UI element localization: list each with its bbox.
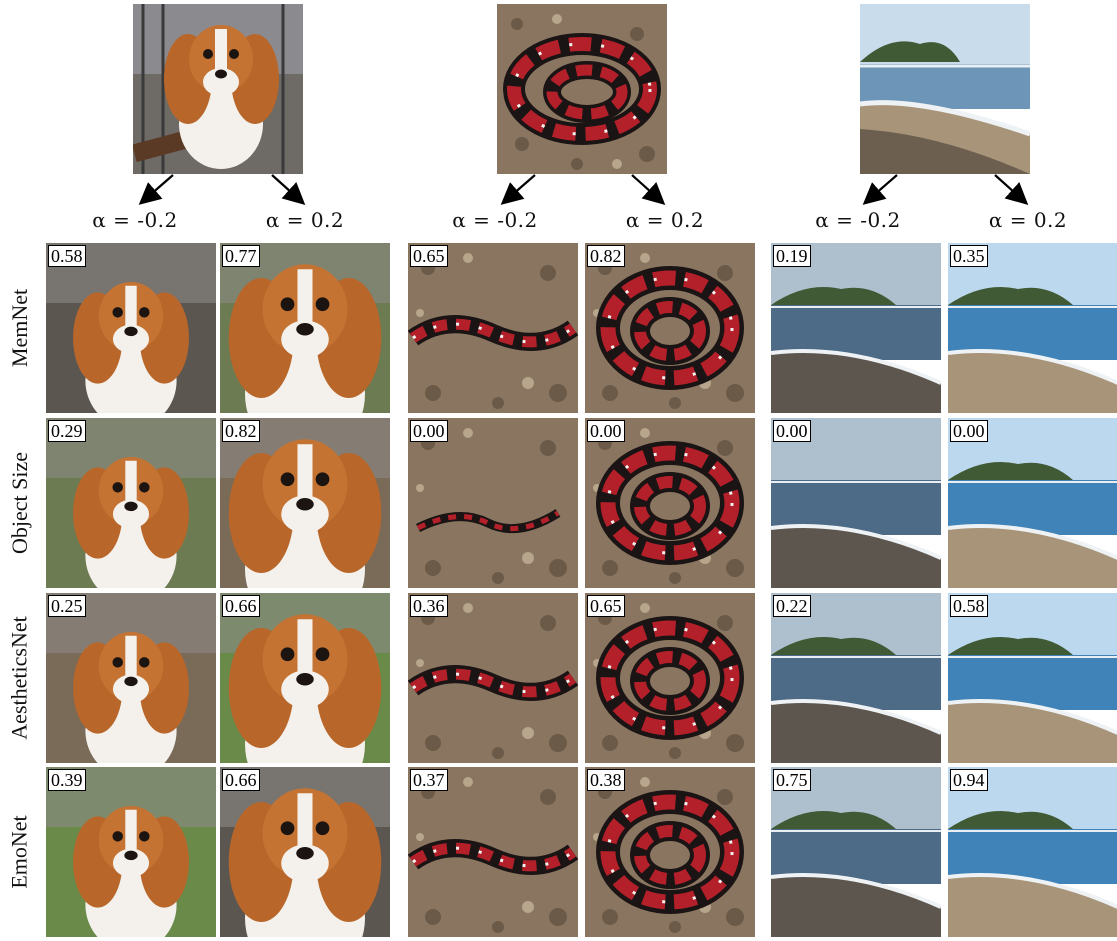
result-cell-snake: 0.37 <box>408 767 578 937</box>
result-cell-snake: 0.00 <box>585 418 755 588</box>
score-badge: 0.65 <box>410 245 448 267</box>
beach-photo-icon <box>948 593 1117 763</box>
score-badge: 0.75 <box>773 769 811 791</box>
result-cell-dog: 0.66 <box>220 593 390 763</box>
score-badge: 0.00 <box>410 420 448 442</box>
snake-photo-icon <box>585 243 755 413</box>
result-cell-beach: 0.19 <box>771 243 941 413</box>
dog-photo-icon <box>220 593 390 763</box>
score-badge: 0.29 <box>48 420 86 442</box>
result-cell-snake: 0.82 <box>585 243 755 413</box>
source-image-dog <box>133 4 303 174</box>
snake-photo-icon <box>585 418 755 588</box>
result-cell-snake: 0.00 <box>408 418 578 588</box>
result-cell-dog: 0.29 <box>46 418 216 588</box>
score-badge: 0.00 <box>773 420 811 442</box>
result-cell-dog: 0.58 <box>46 243 216 413</box>
alpha-label-neg: α = -0.2 <box>815 208 901 232</box>
snake-photo-icon <box>497 4 667 174</box>
dog-photo-icon <box>220 243 390 413</box>
result-cell-dog: 0.82 <box>220 418 390 588</box>
beach-photo-icon <box>948 767 1117 937</box>
dog-photo-icon <box>220 418 390 588</box>
dog-photo-icon <box>46 593 216 763</box>
result-cell-beach: 0.94 <box>948 767 1117 937</box>
score-badge: 0.39 <box>48 769 86 791</box>
beach-photo-icon <box>771 418 941 588</box>
dog-photo-icon <box>46 767 216 937</box>
score-badge: 0.82 <box>587 245 625 267</box>
score-badge: 0.35 <box>950 245 988 267</box>
score-badge: 0.58 <box>48 245 86 267</box>
result-cell-snake: 0.65 <box>585 593 755 763</box>
score-badge: 0.00 <box>950 420 988 442</box>
score-badge: 0.25 <box>48 595 86 617</box>
row-label-object-size: Object Size <box>7 451 32 555</box>
snake-photo-icon <box>585 767 755 937</box>
result-cell-beach: 0.00 <box>948 418 1117 588</box>
result-cell-beach: 0.22 <box>771 593 941 763</box>
score-badge: 0.66 <box>222 769 260 791</box>
score-badge: 0.66 <box>222 595 260 617</box>
beach-photo-icon <box>948 418 1117 588</box>
score-badge: 0.82 <box>222 420 260 442</box>
row-label-emonet: EmoNet <box>7 815 33 889</box>
score-badge: 0.36 <box>410 595 448 617</box>
beach-photo-icon <box>771 767 941 937</box>
score-badge: 0.38 <box>587 769 625 791</box>
dog-photo-icon <box>46 418 216 588</box>
snake-photo-icon <box>408 243 578 413</box>
result-cell-beach: 0.35 <box>948 243 1117 413</box>
result-cell-snake: 0.65 <box>408 243 578 413</box>
dog-photo-icon <box>133 4 303 174</box>
score-badge: 0.58 <box>950 595 988 617</box>
snake-photo-icon <box>408 767 578 937</box>
result-cell-snake: 0.38 <box>585 767 755 937</box>
score-badge: 0.00 <box>587 420 625 442</box>
snake-photo-icon <box>408 593 578 763</box>
result-cell-beach: 0.58 <box>948 593 1117 763</box>
snake-photo-icon <box>585 593 755 763</box>
result-cell-dog: 0.66 <box>220 767 390 937</box>
source-image-beach <box>860 4 1030 174</box>
result-cell-beach: 0.00 <box>771 418 941 588</box>
score-badge: 0.65 <box>587 595 625 617</box>
beach-photo-icon <box>860 4 1030 174</box>
snake-photo-icon <box>408 418 578 588</box>
beach-photo-icon <box>771 243 941 413</box>
alpha-label-pos: α = 0.2 <box>625 208 705 232</box>
alpha-label-pos: α = 0.2 <box>988 208 1068 232</box>
beach-photo-icon <box>771 593 941 763</box>
beach-photo-icon <box>948 243 1117 413</box>
result-cell-dog: 0.25 <box>46 593 216 763</box>
dog-photo-icon <box>220 767 390 937</box>
score-badge: 0.77 <box>222 245 260 267</box>
alpha-label-neg: α = -0.2 <box>452 208 538 232</box>
dog-photo-icon <box>46 243 216 413</box>
alpha-label-neg: α = -0.2 <box>92 208 178 232</box>
score-badge: 0.22 <box>773 595 811 617</box>
source-image-snake <box>497 4 667 174</box>
result-cell-snake: 0.36 <box>408 593 578 763</box>
result-cell-dog: 0.77 <box>220 243 390 413</box>
alpha-label-pos: α = 0.2 <box>265 208 345 232</box>
result-cell-dog: 0.39 <box>46 767 216 937</box>
score-badge: 0.94 <box>950 769 988 791</box>
score-badge: 0.19 <box>773 245 811 267</box>
score-badge: 0.37 <box>410 769 448 791</box>
row-label-aesthetics: AestheticsNet <box>7 616 32 740</box>
result-cell-beach: 0.75 <box>771 767 941 937</box>
row-label-memnet: MemNet <box>7 288 33 368</box>
